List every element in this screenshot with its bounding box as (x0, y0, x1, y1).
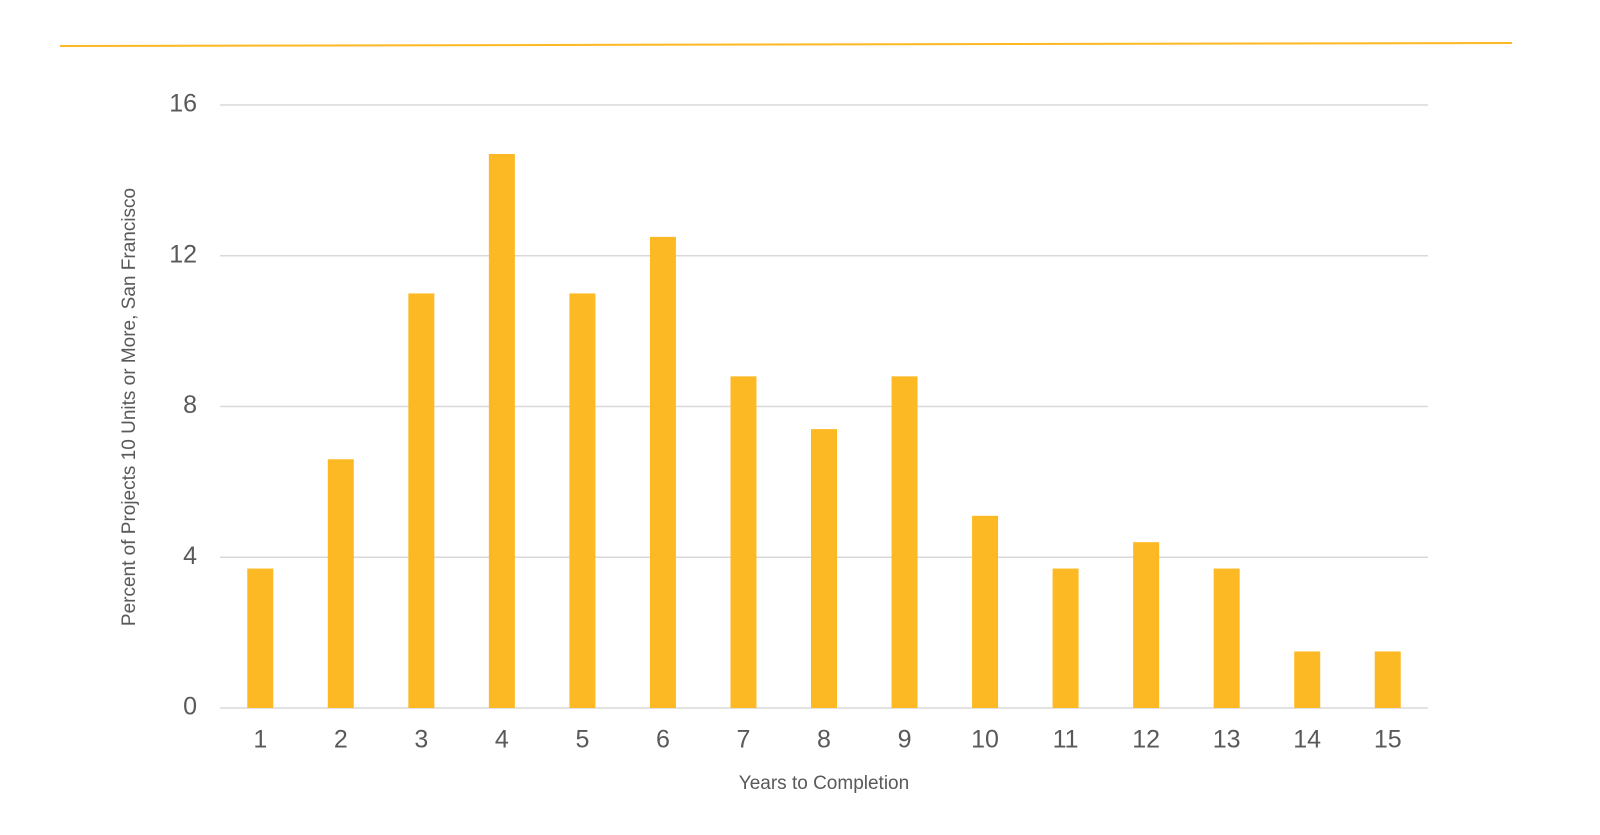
x-tick-label: 12 (1132, 726, 1160, 754)
x-tick-label: 4 (495, 726, 509, 754)
y-tick-label: 8 (183, 391, 197, 419)
bar (569, 293, 596, 708)
bar (247, 568, 274, 708)
y-tick-label: 16 (169, 90, 197, 118)
bar (327, 459, 354, 708)
bar (730, 376, 757, 708)
x-tick-label: 6 (656, 726, 670, 754)
x-tick-label: 10 (971, 726, 999, 754)
x-tick-label: 15 (1374, 726, 1402, 754)
x-tick-label: 14 (1293, 726, 1321, 754)
x-axis-title: Years to Completion (739, 773, 909, 794)
x-tick-label: 2 (334, 726, 348, 754)
x-tick-label: 13 (1213, 726, 1241, 754)
x-tick-label: 3 (414, 726, 428, 754)
x-tick-label: 7 (737, 726, 751, 754)
bar (1133, 542, 1160, 708)
bar (972, 515, 999, 708)
y-tick-label: 12 (169, 240, 197, 268)
x-tick-label: 11 (1053, 726, 1079, 754)
decorative-rule (59, 42, 1513, 47)
x-tick-label: 5 (575, 726, 589, 754)
bar (488, 153, 515, 708)
y-axis-title: Percent of Projects 10 Units or More, Sa… (119, 188, 140, 626)
bar (1052, 568, 1079, 708)
bar (891, 376, 918, 708)
x-tick-label: 9 (898, 726, 912, 754)
x-tick-label: 8 (817, 726, 831, 754)
x-tick-label: 1 (253, 726, 267, 754)
bar (1294, 651, 1321, 708)
bar (811, 429, 837, 708)
bar (408, 293, 435, 708)
y-tick-label: 4 (183, 542, 197, 570)
bar (649, 236, 676, 708)
bar (1213, 568, 1240, 708)
bar (1374, 651, 1401, 708)
y-tick-label: 0 (183, 693, 197, 721)
